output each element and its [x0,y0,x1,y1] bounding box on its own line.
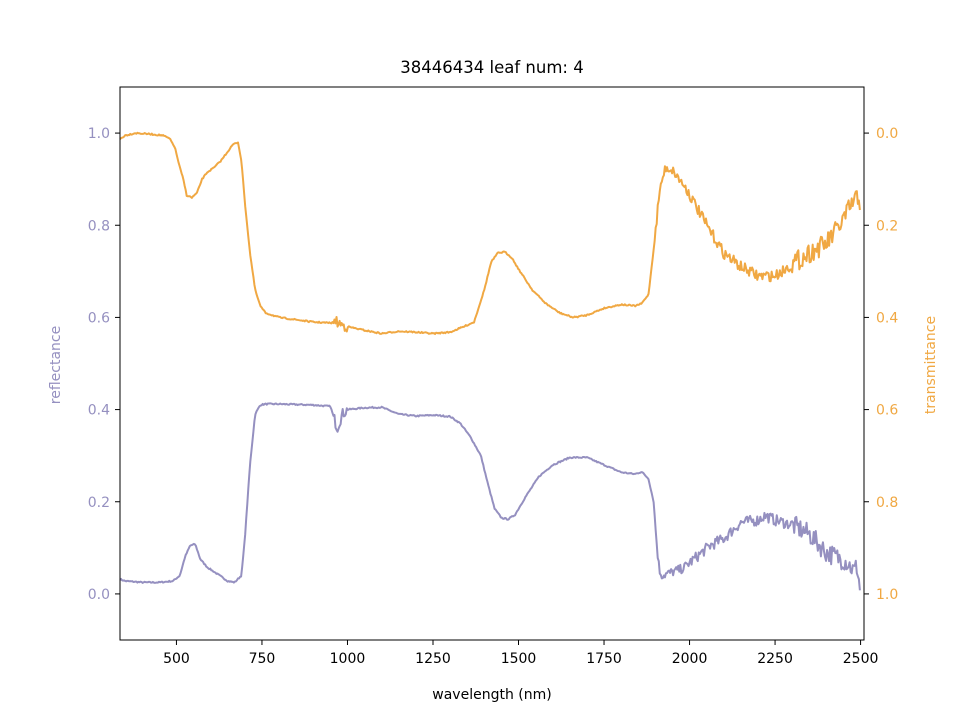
right-y-tick-label: 1.0 [876,587,898,603]
transmittance-line [119,131,861,336]
series-layer [119,131,861,591]
right-y-tick-label: 0.4 [876,310,898,326]
x-tick-label: 1250 [415,651,451,667]
x-tick-label: 2500 [843,651,879,667]
x-tick-label: 1000 [330,651,366,667]
right-y-tick-label: 0.6 [876,403,898,419]
left-y-axis: 0.0 0.2 0.4 0.6 0.8 1.0 [88,126,120,603]
left-y-tick-label: 0.2 [88,495,110,511]
left-y-tick-label: 0.8 [88,218,110,234]
chart-title: 38446434 leaf num: 4 [400,58,583,77]
x-tick-label: 1500 [501,651,537,667]
left-y-tick-label: 0.4 [88,403,110,419]
x-tick-label: 2000 [672,651,708,667]
right-y-axis: 0.0 0.2 0.4 0.6 0.8 1.0 [864,126,898,603]
x-tick-label: 1750 [586,651,622,667]
left-y-tick-label: 0.0 [88,587,110,603]
x-tick-label: 500 [163,651,190,667]
right-y-tick-label: 0.0 [876,126,898,142]
x-tick-label: 750 [249,651,276,667]
x-axis: 500 750 1000 1250 1500 1750 2000 2250 2500 [163,640,878,667]
reflectance-line [119,402,861,591]
left-y-axis-label: reflectance [48,326,64,404]
right-y-tick-label: 0.2 [876,218,898,234]
x-axis-label: wavelength (nm) [432,687,551,703]
right-y-tick-label: 0.8 [876,495,898,511]
plot-frame [119,86,865,641]
left-y-tick-label: 1.0 [88,126,110,142]
right-y-axis-label: transmittance [923,316,939,414]
x-tick-label: 2250 [757,651,793,667]
left-y-tick-label: 0.6 [88,310,110,326]
